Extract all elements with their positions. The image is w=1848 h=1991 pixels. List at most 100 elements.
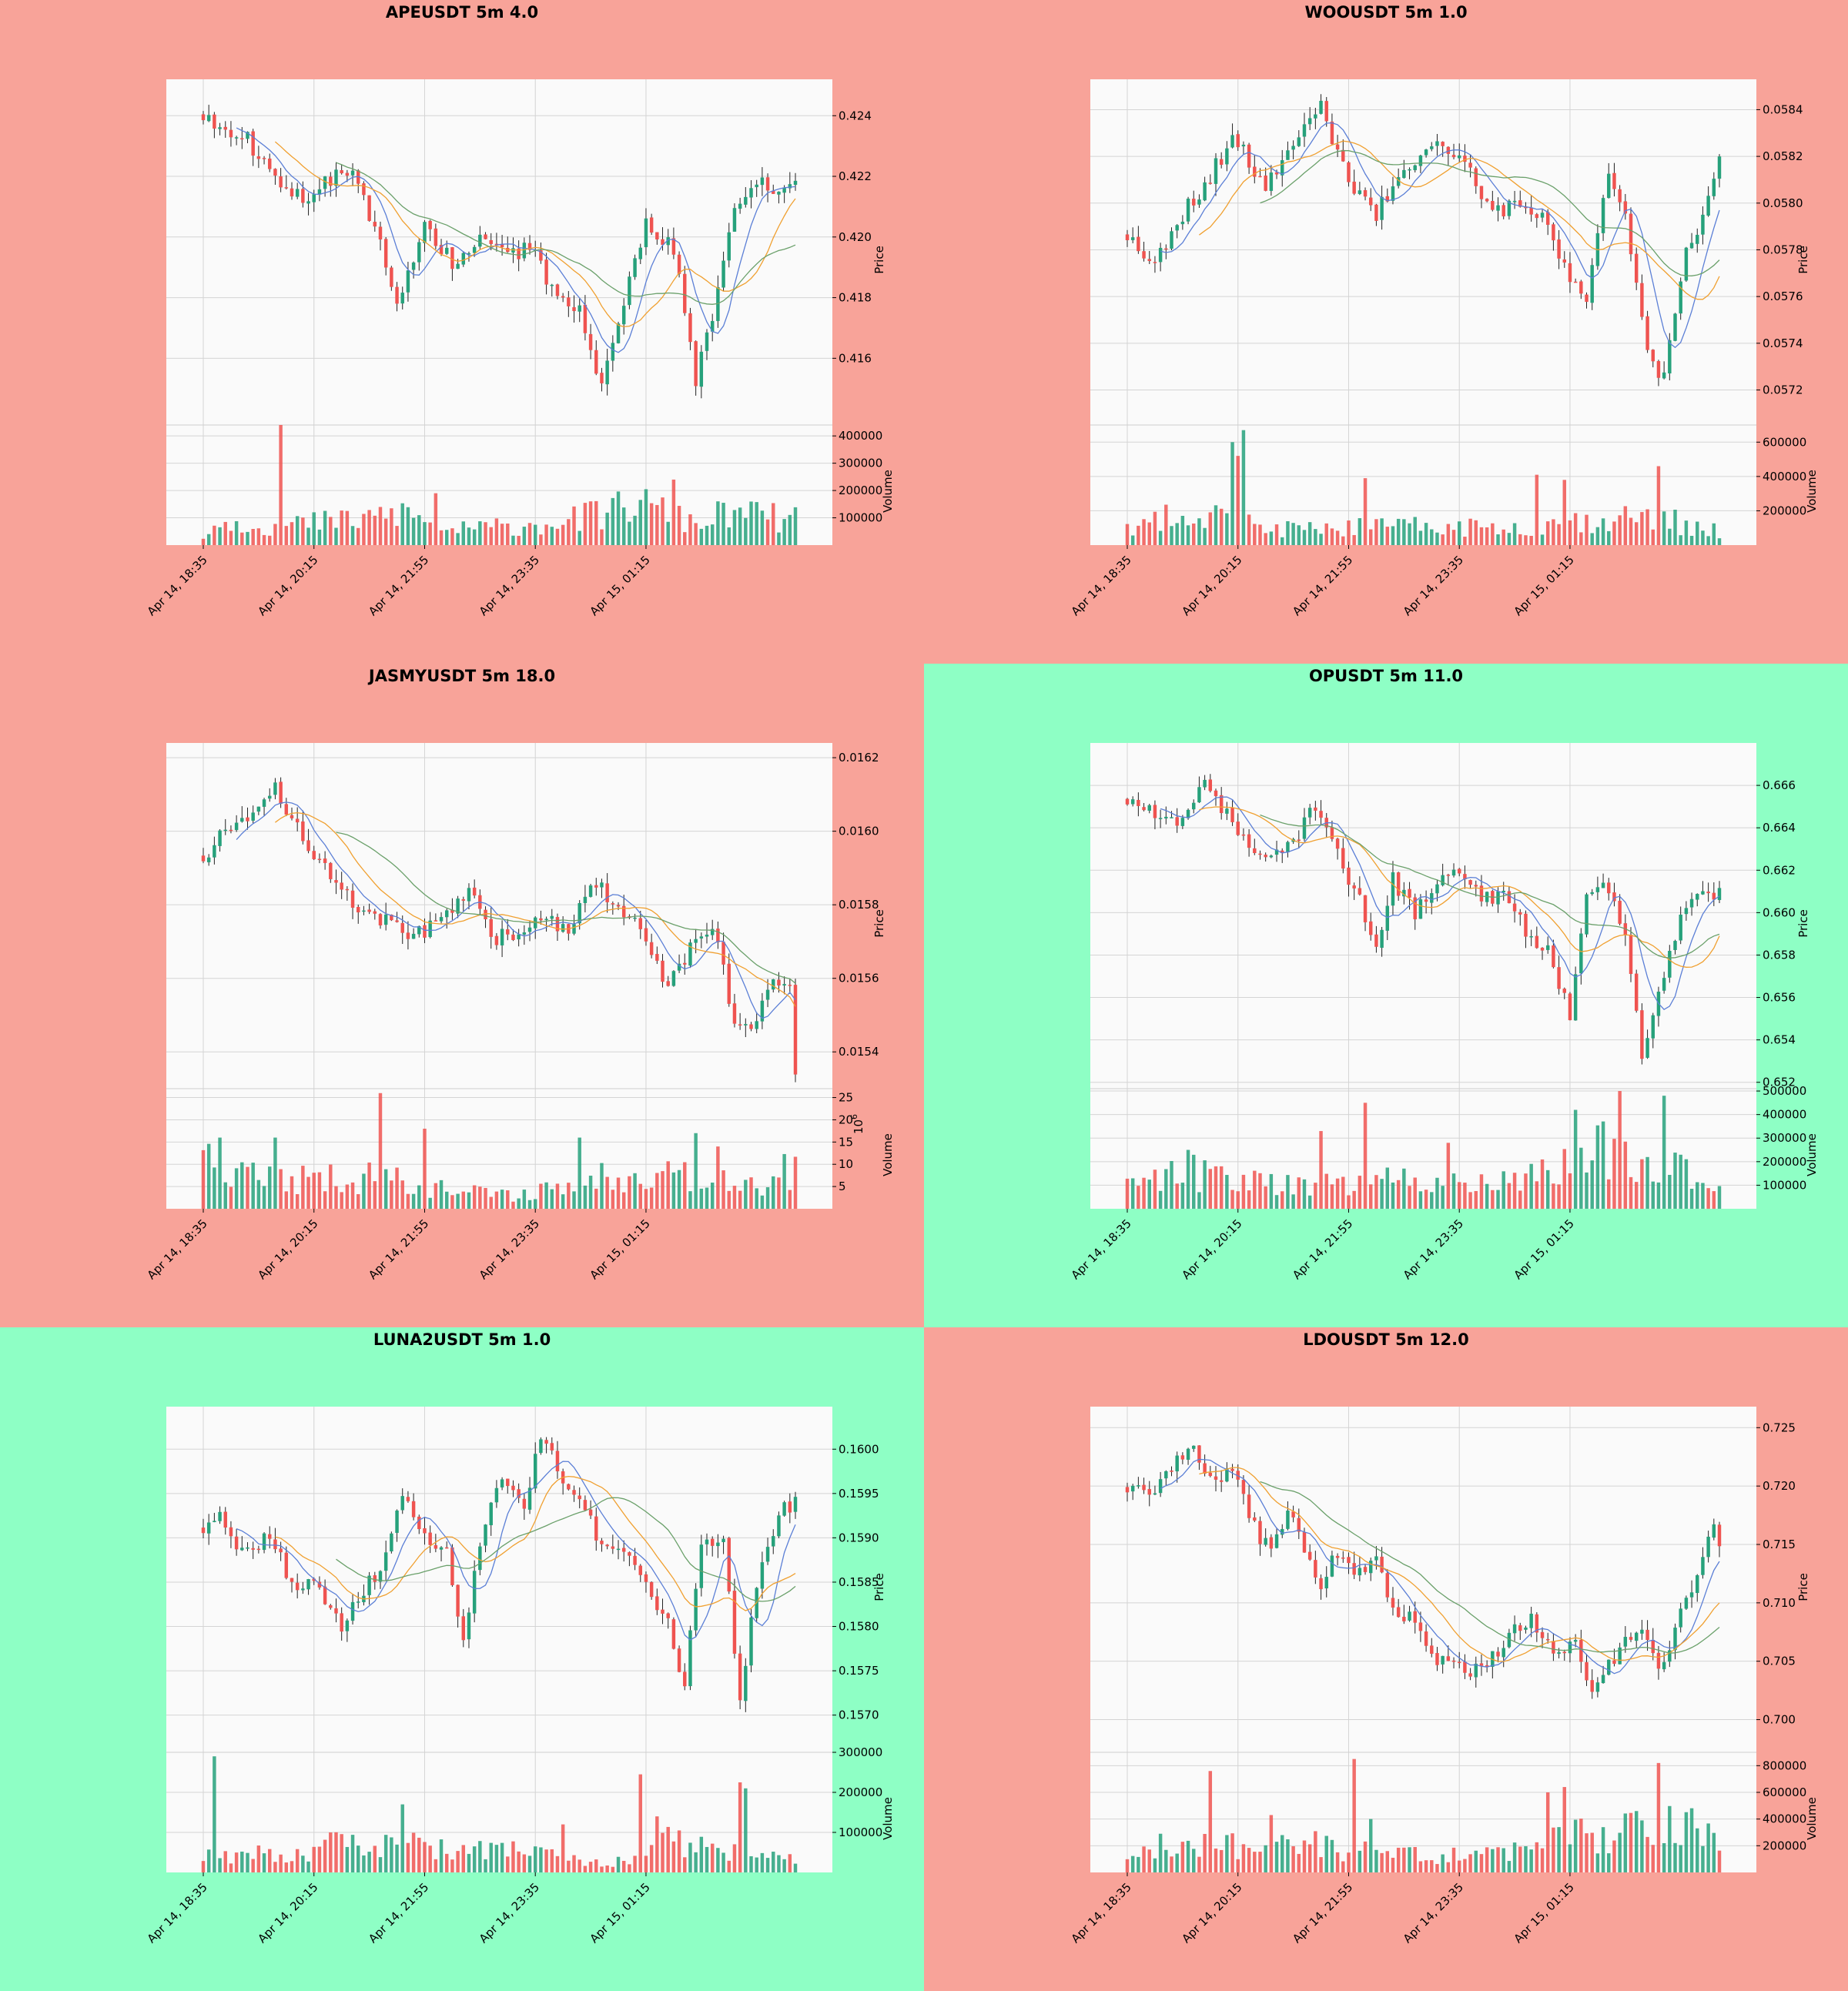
volume-bar xyxy=(1451,1847,1456,1872)
volume-bar xyxy=(1435,532,1439,545)
volume-bar xyxy=(588,501,593,545)
chart-title: JASMYUSDT 5m 18.0 xyxy=(368,667,556,685)
volume-bar xyxy=(1253,1852,1257,1872)
volume-bar xyxy=(423,1842,427,1872)
y-tick-label: 0.0154 xyxy=(839,1045,879,1059)
volume-bar xyxy=(527,1200,532,1209)
candle-body xyxy=(1451,155,1456,158)
candle-body xyxy=(1451,869,1456,876)
candle-body xyxy=(694,939,698,943)
candle-body xyxy=(500,1479,504,1487)
volume-bar xyxy=(550,527,554,545)
volume-bar xyxy=(649,1187,654,1209)
volume-bar xyxy=(1363,1841,1368,1872)
candle-body xyxy=(1253,1517,1257,1521)
candle-body xyxy=(1413,1611,1417,1623)
candle-body xyxy=(461,898,466,901)
volume-bar xyxy=(1380,1179,1384,1209)
volume-bar xyxy=(1651,1181,1655,1209)
volume-bar xyxy=(262,1186,266,1209)
candle-body xyxy=(699,351,704,387)
x-tick-label: Apr 14, 18:35 xyxy=(1069,1216,1134,1282)
volume-bar xyxy=(1645,1156,1649,1209)
volume-axis-label: Volume xyxy=(1805,470,1819,513)
volume-bar xyxy=(1573,1109,1578,1209)
volume-bar xyxy=(793,1863,798,1872)
candle-body xyxy=(777,1515,781,1537)
volume-axis-label: Volume xyxy=(881,1797,895,1840)
volume-bar xyxy=(279,425,283,545)
volume-bar xyxy=(1585,1172,1589,1209)
x-tick-label: Apr 15, 01:15 xyxy=(588,553,653,618)
volume-bar xyxy=(644,1855,648,1872)
candle-body xyxy=(1330,1555,1334,1577)
candle-body xyxy=(1363,1567,1368,1572)
volume-bar xyxy=(738,507,742,545)
volume-bar xyxy=(390,1837,393,1872)
volume-bar xyxy=(533,524,537,545)
candle-body xyxy=(1457,1661,1461,1664)
candle-body xyxy=(583,1500,588,1511)
candle-body xyxy=(1485,1665,1489,1667)
volume-bar xyxy=(567,1183,571,1209)
candle-body xyxy=(1153,262,1157,263)
volume-bar xyxy=(1607,1179,1611,1209)
candle-body xyxy=(721,942,725,965)
x-tick-label: Apr 14, 21:55 xyxy=(1290,553,1355,618)
candle-body xyxy=(1645,1629,1649,1641)
volume-bar xyxy=(1568,1844,1572,1872)
volume-bar xyxy=(268,535,272,545)
candle-body xyxy=(1186,809,1190,818)
volume-bar xyxy=(218,1858,222,1872)
volume-bar xyxy=(467,527,471,545)
candle-body xyxy=(1385,1573,1390,1598)
chart-title: LUNA2USDT 5m 1.0 xyxy=(373,1330,551,1349)
candle-body xyxy=(788,184,792,189)
candle-body xyxy=(489,1502,493,1526)
volume-bar xyxy=(1601,1827,1605,1872)
candle-body xyxy=(671,971,676,986)
volume-bar xyxy=(567,519,571,545)
candle-body xyxy=(533,1454,537,1489)
volume-bar xyxy=(1291,523,1295,545)
moving-average-line xyxy=(236,1461,796,1641)
volume-bar xyxy=(1468,1192,1472,1209)
candle-body xyxy=(1302,817,1307,839)
volume-bar xyxy=(1413,517,1417,545)
candle-body xyxy=(1302,124,1307,137)
volume-bar xyxy=(256,1180,261,1209)
volume-bar xyxy=(284,1191,289,1209)
volume-bar xyxy=(434,493,438,545)
volume-bar xyxy=(1612,1840,1616,1872)
volume-bar xyxy=(1142,1846,1146,1872)
candle-body xyxy=(1402,169,1406,179)
candle-body xyxy=(1535,214,1539,219)
volume-bar xyxy=(223,1851,227,1872)
candle-body xyxy=(1529,207,1533,215)
volume-bar xyxy=(710,1843,715,1872)
volume-bar xyxy=(240,1162,244,1209)
volume-bar xyxy=(611,1190,615,1209)
volume-bar xyxy=(555,1855,560,1872)
volume-bar xyxy=(1524,1173,1528,1209)
candle-body xyxy=(1241,1480,1246,1494)
candle-body xyxy=(1612,172,1616,189)
volume-bar xyxy=(1197,1856,1201,1872)
candle-body xyxy=(444,1547,449,1549)
volume-bar xyxy=(306,1861,310,1872)
volume-bar xyxy=(1408,1186,1411,1209)
candle-body xyxy=(1651,350,1655,362)
candle-body xyxy=(555,284,560,296)
volume-bar xyxy=(1684,520,1689,545)
candle-body xyxy=(1518,200,1522,207)
volume-bar xyxy=(594,500,598,545)
candle-body xyxy=(1147,259,1151,262)
candle-body xyxy=(423,925,427,938)
candle-body xyxy=(329,176,333,186)
volume-bar xyxy=(765,519,770,545)
volume-bar xyxy=(611,1866,615,1872)
volume-bar xyxy=(373,515,377,545)
candle-body xyxy=(594,1516,598,1541)
moving-average-line xyxy=(1260,1481,1720,1654)
candle-body xyxy=(1413,897,1417,920)
